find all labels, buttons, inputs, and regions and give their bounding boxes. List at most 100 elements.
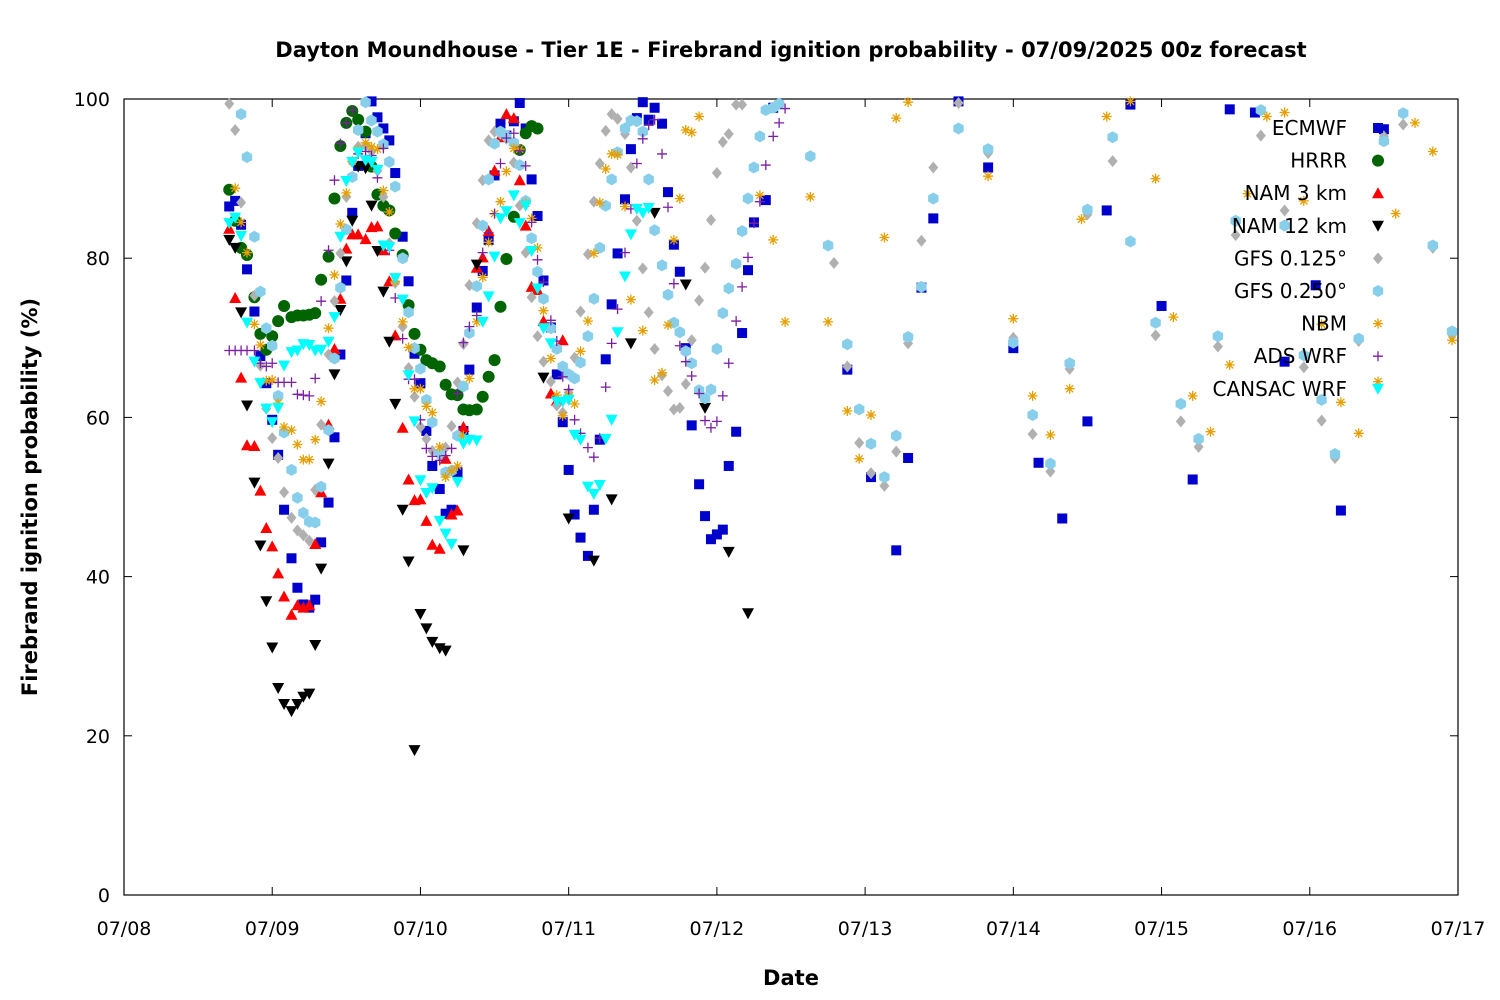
data-point xyxy=(477,265,488,276)
data-point xyxy=(1045,457,1056,470)
data-point xyxy=(679,279,692,291)
data-point xyxy=(488,164,501,176)
data-point xyxy=(433,542,446,554)
y-tick-label: 20 xyxy=(86,726,110,748)
data-point xyxy=(298,506,309,519)
data-point xyxy=(403,342,414,353)
data-point xyxy=(711,529,722,540)
data-point xyxy=(916,234,927,247)
legend-label: NBM xyxy=(1301,312,1347,336)
data-point xyxy=(494,300,507,313)
data-point xyxy=(743,265,754,276)
data-point xyxy=(1316,393,1327,406)
data-point xyxy=(323,323,334,334)
data-point xyxy=(754,196,765,207)
data-point xyxy=(272,402,285,414)
data-point xyxy=(260,596,273,608)
data-point xyxy=(605,414,618,426)
data-point xyxy=(316,296,327,307)
data-point xyxy=(642,203,655,215)
data-point xyxy=(427,416,438,429)
data-point xyxy=(249,319,260,330)
data-point xyxy=(389,227,402,240)
data-point xyxy=(538,305,549,316)
data-point xyxy=(737,98,748,111)
data-point xyxy=(717,390,728,401)
data-point xyxy=(805,150,816,163)
data-point xyxy=(286,463,297,476)
data-point xyxy=(421,401,432,412)
data-point xyxy=(717,307,728,320)
data-point xyxy=(1187,390,1198,401)
data-point xyxy=(686,334,697,347)
data-point xyxy=(649,224,660,237)
data-point xyxy=(434,455,445,466)
data-point xyxy=(545,315,556,326)
data-point xyxy=(1398,107,1409,120)
data-point xyxy=(637,133,648,144)
data-point xyxy=(267,432,278,445)
data-point xyxy=(260,522,273,534)
data-point xyxy=(315,273,328,286)
data-point xyxy=(242,247,252,258)
data-point xyxy=(273,389,284,402)
data-point xyxy=(310,434,321,445)
data-point xyxy=(335,219,346,229)
data-point xyxy=(254,540,267,552)
data-point xyxy=(292,439,303,450)
data-point xyxy=(261,375,272,386)
data-point xyxy=(329,352,340,365)
data-point xyxy=(545,353,556,364)
x-tick-label: 07/10 xyxy=(393,918,448,940)
data-point xyxy=(414,493,427,505)
data-point xyxy=(611,327,624,339)
data-point xyxy=(476,390,489,403)
data-point xyxy=(544,387,557,399)
data-point xyxy=(335,349,346,360)
data-point xyxy=(323,424,334,437)
data-point xyxy=(891,113,902,124)
data-point xyxy=(674,326,685,339)
data-point xyxy=(396,504,409,516)
data-point xyxy=(477,247,488,258)
data-point xyxy=(649,342,660,355)
data-point xyxy=(360,137,371,148)
data-point xyxy=(451,476,464,488)
data-point xyxy=(323,245,334,256)
data-point xyxy=(235,108,247,121)
data-point xyxy=(403,306,414,319)
data-point xyxy=(241,151,253,164)
data-point xyxy=(636,207,649,219)
data-point xyxy=(371,246,384,258)
data-point xyxy=(680,356,691,367)
data-point xyxy=(674,340,685,351)
data-point xyxy=(285,706,298,718)
data-point xyxy=(551,342,562,355)
data-point xyxy=(1101,111,1112,122)
data-point xyxy=(433,360,446,373)
data-point xyxy=(409,383,420,394)
data-point xyxy=(383,336,396,348)
legend-marker xyxy=(1373,351,1383,362)
data-point xyxy=(501,166,512,177)
data-point xyxy=(372,125,383,138)
data-point xyxy=(1045,465,1056,478)
data-point xyxy=(700,511,711,522)
legend-label: CANSAC WRF xyxy=(1212,377,1347,401)
data-point xyxy=(1373,376,1383,387)
data-point xyxy=(426,483,439,495)
data-point xyxy=(711,342,723,355)
data-point xyxy=(309,537,322,549)
data-point xyxy=(427,451,438,462)
data-point xyxy=(674,266,685,277)
data-point xyxy=(347,105,358,116)
data-point xyxy=(780,103,791,114)
data-point xyxy=(620,201,630,212)
data-point xyxy=(742,608,755,620)
data-point xyxy=(557,410,568,421)
data-point xyxy=(694,388,705,399)
data-point xyxy=(310,516,321,529)
legend-label: NAM 12 km xyxy=(1232,214,1347,238)
data-point xyxy=(1353,332,1364,345)
data-point xyxy=(408,416,421,428)
